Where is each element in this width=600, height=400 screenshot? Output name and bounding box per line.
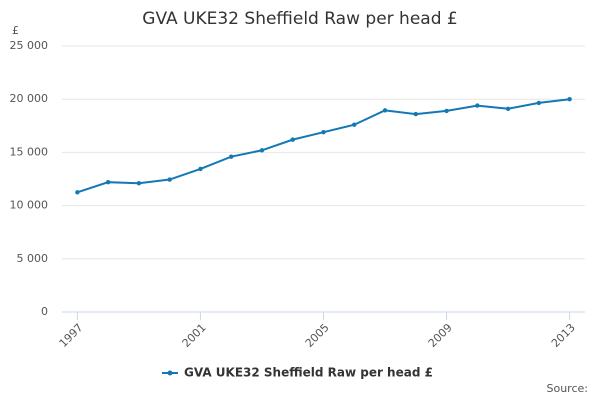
source: Source: [547,382,589,395]
x-tick-label: 1997 [57,321,86,350]
point [352,122,357,127]
y-tick-label: 25 000 [10,39,49,52]
y-tick-label: 10 000 [10,199,49,212]
y-tick-label: 5 000 [17,252,49,265]
point [259,148,265,153]
point [567,97,572,102]
point [413,111,418,117]
point [75,190,80,195]
y-tick-label: 0 [41,305,48,318]
y-tick-label: 15 000 [10,145,49,158]
x-tick-label: 2001 [180,321,209,350]
point [475,103,480,108]
chart-title: GVA UKE32 Sheffield Raw per head £ [142,9,457,29]
x-tick-label: 2009 [426,321,455,350]
point [229,154,234,159]
legend-label: GVA UKE32 Sheffield Raw per head £ [184,366,433,380]
legend-marker [167,370,173,376]
x-tick-label: 2005 [303,321,332,350]
y-axis-label: £ [12,24,19,37]
point [198,166,203,172]
point [290,137,295,142]
series-line [77,98,570,194]
x-tick-label: 2013 [549,321,578,350]
point [105,179,111,185]
point [321,129,326,135]
y-tick-label: 20 000 [10,92,49,105]
point [505,106,511,111]
point [136,181,142,186]
point [444,108,449,114]
point [167,177,172,182]
point [382,108,388,113]
point [536,100,542,106]
